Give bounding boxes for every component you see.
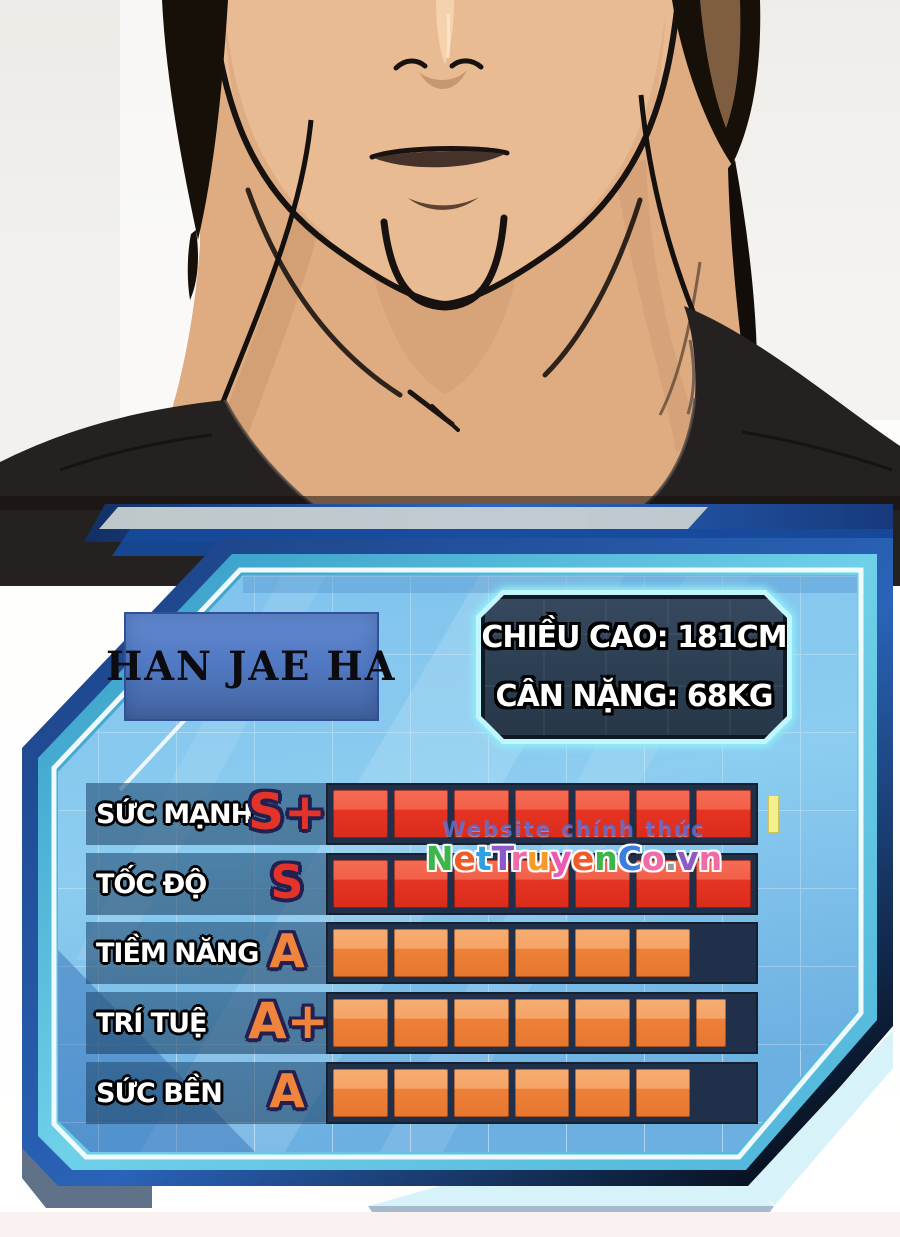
watermark-brand-letter: .	[664, 839, 678, 879]
stat-bar	[326, 853, 758, 915]
stat-row: SỨC BỀN A	[86, 1062, 758, 1124]
stat-label: TIỀM NĂNG	[96, 937, 259, 969]
stat-segment	[393, 1069, 449, 1117]
watermark-brand-letter: C	[617, 839, 642, 879]
stat-segment	[454, 860, 509, 908]
watermark-brand-letter: e	[571, 839, 595, 879]
stat-row: TIỀM NĂNG A	[86, 922, 758, 984]
stat-bar	[326, 922, 758, 984]
watermark-brand-letter: u	[526, 839, 551, 879]
stat-segment	[333, 860, 388, 908]
stat-segment	[696, 929, 751, 977]
watermark-brand-letter: T	[491, 839, 511, 879]
stat-row: SỨC MẠNH S+	[86, 783, 779, 845]
watermark-brand-letter: e	[453, 839, 476, 879]
stat-segment	[575, 1069, 630, 1117]
stat-segment	[333, 790, 388, 838]
stat-segment	[635, 790, 691, 838]
height-label: CHIỀU CAO: 181CM	[481, 619, 787, 655]
watermark-brand-letter: N	[425, 839, 454, 879]
stat-segment	[454, 790, 509, 838]
stat-row: TỐC ĐỘ S	[86, 853, 758, 915]
stat-bar	[326, 783, 758, 845]
stat-segment	[393, 860, 449, 908]
stat-segment	[454, 1069, 509, 1117]
stat-segment	[454, 929, 509, 977]
stat-grade: A	[269, 924, 305, 978]
stat-segment	[393, 929, 449, 977]
stat-segment	[393, 790, 449, 838]
stat-label: TRÍ TUỆ	[96, 1007, 207, 1039]
stat-label: SỨC MẠNH	[96, 798, 253, 830]
weight-label: CÂN NẶNG: 68KG	[495, 679, 773, 715]
stat-segment	[514, 1069, 570, 1117]
watermark-brand-letter: y	[550, 839, 572, 879]
stat-segment	[514, 929, 570, 977]
watermark-brand-letter: t	[475, 839, 492, 879]
stat-segment	[393, 999, 449, 1047]
stat-segment	[635, 929, 691, 977]
stat-segment	[696, 1069, 751, 1117]
character-name: HAN JAE HA	[106, 643, 397, 690]
stat-label: SỨC BỀN	[96, 1077, 223, 1109]
stat-segment	[635, 1069, 691, 1117]
info-box-core: CHIỀU CAO: 181CM CÂN NẶNG: 68KG	[481, 595, 787, 739]
stat-segment	[333, 1069, 388, 1117]
stat-bar	[326, 992, 758, 1054]
stat-segment	[696, 999, 751, 1047]
stat-grade: A+	[248, 992, 329, 1050]
stat-grade: S	[270, 855, 304, 909]
watermark-brand: NetTruyenCo.vn	[402, 839, 746, 879]
stat-label: TỐC ĐỘ	[96, 868, 207, 900]
stat-segment	[696, 790, 752, 838]
stat-segment	[514, 790, 570, 838]
stat-segment	[575, 790, 630, 838]
stat-segment	[575, 929, 630, 977]
watermark-brand-letter: v	[677, 839, 699, 879]
stat-segment	[333, 999, 388, 1047]
stat-bar	[326, 1062, 758, 1124]
stat-segment	[575, 999, 630, 1047]
name-plate: HAN JAE HA	[106, 612, 395, 721]
stat-row: TRÍ TUỆ A+	[86, 992, 758, 1054]
stat-segment	[514, 999, 570, 1047]
watermark-brand-letter: o	[641, 839, 665, 879]
watermark-brand-letter: n	[698, 839, 723, 879]
watermark: Website chính thức NetTruyenCo.vn	[402, 818, 746, 877]
stat-segment	[454, 999, 509, 1047]
bar-marker-icon	[768, 795, 779, 833]
stat-grade: S+	[248, 783, 326, 841]
stat-segment	[333, 929, 388, 977]
stat-segment	[575, 860, 630, 908]
watermark-brand-letter: n	[594, 839, 618, 879]
stat-segment	[696, 860, 752, 908]
watermark-brand-letter: r	[510, 839, 527, 879]
stat-segment	[635, 999, 691, 1047]
watermark-text: Website chính thức	[442, 817, 706, 841]
stat-grade: A	[269, 1064, 305, 1118]
info-box: CHIỀU CAO: 181CM CÂN NẶNG: 68KG	[476, 590, 792, 744]
stat-segment	[635, 860, 691, 908]
stat-segment	[514, 860, 570, 908]
